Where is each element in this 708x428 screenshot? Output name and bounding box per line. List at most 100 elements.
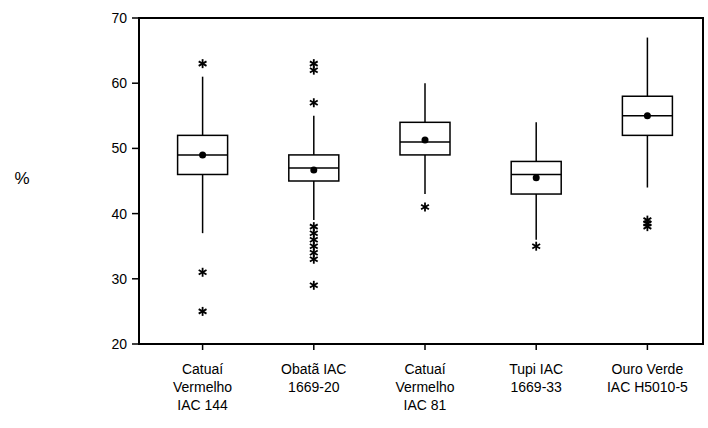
mean <box>644 112 651 119</box>
outlier-stroke <box>421 205 429 210</box>
y-tick <box>132 148 139 150</box>
outlier-stroke <box>310 244 318 249</box>
upper-whisker <box>647 38 649 97</box>
plot-frame <box>139 18 703 344</box>
mean <box>199 151 206 158</box>
lower-whisker <box>424 155 426 194</box>
outlier-stroke <box>532 244 540 249</box>
upper-whisker <box>535 122 537 161</box>
mean <box>533 174 540 181</box>
outlier-stroke <box>310 68 318 73</box>
outlier <box>199 268 207 277</box>
boxes <box>178 38 673 316</box>
outlier-stroke <box>421 205 429 210</box>
outlier-stroke <box>310 231 318 236</box>
upper-whisker <box>424 83 426 122</box>
box <box>289 155 339 181</box>
outlier <box>199 59 207 68</box>
outlier-stroke <box>199 270 207 275</box>
x-tick-label-line: Obatã IAC <box>281 361 346 377</box>
outlier <box>643 222 651 231</box>
outlier-stroke <box>199 309 207 314</box>
outlier-stroke <box>310 101 318 106</box>
outlier-stroke <box>310 231 318 236</box>
outlier-stroke <box>310 244 318 249</box>
y-tick <box>132 343 139 345</box>
x-tick-label-line: Catuaí <box>404 361 445 377</box>
y-tick <box>132 17 139 19</box>
x-tick-label-line: 1669-33 <box>511 379 563 395</box>
outlier-stroke <box>310 257 318 262</box>
outlier-stroke <box>310 68 318 73</box>
outlier <box>310 98 318 107</box>
box <box>622 96 672 135</box>
x-tick-label: Tupi IAC 1669-33 <box>509 361 563 395</box>
x-tick-label-line: IAC 144 <box>177 397 228 413</box>
outlier-stroke <box>310 224 318 229</box>
x-tick <box>535 344 537 350</box>
outlier-stroke <box>310 237 318 242</box>
x-tick-label-line: Vermelho <box>173 379 232 395</box>
outlier-stroke <box>643 224 651 229</box>
y-tick-label: 50 <box>111 140 127 156</box>
x-tick <box>647 344 649 350</box>
upper-whisker <box>202 77 204 136</box>
lower-whisker <box>535 194 537 240</box>
y-tick-label: 20 <box>111 336 127 352</box>
y-tick <box>132 82 139 84</box>
lower-whisker <box>313 181 315 220</box>
outlier <box>310 281 318 290</box>
y-tick-label: 60 <box>111 75 127 91</box>
x-tick-label: Catuaí Vermelho IAC 81 <box>395 361 454 413</box>
outlier-stroke <box>199 61 207 66</box>
upper-whisker <box>313 116 315 155</box>
mean <box>310 166 317 173</box>
x-tick-label-line: 1669-20 <box>288 379 340 395</box>
chart: 20 30 40 50 60 70% Catuaí Vermelho IAC 144 Obatã … <box>0 0 708 428</box>
x-tick-label: Ouro Verde IAC H5010-5 <box>607 361 688 395</box>
outlier <box>310 66 318 75</box>
outlier-stroke <box>199 61 207 66</box>
x-tick <box>202 344 204 350</box>
box <box>400 122 450 155</box>
x-tick-label-line: IAC 81 <box>404 397 447 413</box>
outlier <box>532 242 540 251</box>
x-tick <box>313 344 315 350</box>
outlier-stroke <box>199 270 207 275</box>
box <box>178 135 228 174</box>
x-tick-label-line: IAC H5010-5 <box>607 379 688 395</box>
outlier-stroke <box>310 101 318 106</box>
box <box>511 161 561 194</box>
x-tick-label: Obatã IAC 1669-20 <box>281 361 346 395</box>
outlier-stroke <box>310 237 318 242</box>
y-axis-label: % <box>14 169 29 188</box>
outlier-stroke <box>310 61 318 66</box>
x-tick-label-line: Ouro Verde <box>612 361 684 377</box>
outlier-stroke <box>310 257 318 262</box>
x-tick-label-line: Catuaí <box>182 361 223 377</box>
y-tick <box>132 278 139 280</box>
outlier <box>310 255 318 264</box>
outlier-stroke <box>199 309 207 314</box>
outlier <box>199 307 207 316</box>
outlier-stroke <box>643 224 651 229</box>
y-tick-label: 70 <box>111 10 127 26</box>
x-tick-label: Catuaí Vermelho IAC 144 <box>173 361 232 413</box>
outlier-stroke <box>310 250 318 255</box>
x-tick <box>424 344 426 350</box>
mean <box>422 136 429 143</box>
lower-whisker <box>202 174 204 233</box>
outlier-stroke <box>310 250 318 255</box>
y-tick-label: 40 <box>111 206 127 222</box>
outlier-stroke <box>310 224 318 229</box>
outlier-stroke <box>310 283 318 288</box>
y-tick-label: 30 <box>111 271 127 287</box>
outlier-stroke <box>532 244 540 249</box>
outlier-stroke <box>310 61 318 66</box>
outlier <box>421 203 429 212</box>
x-tick-label-line: Vermelho <box>395 379 454 395</box>
y-tick <box>132 213 139 215</box>
outlier-stroke <box>310 283 318 288</box>
lower-whisker <box>647 135 649 187</box>
x-tick-label-line: Tupi IAC <box>509 361 563 377</box>
